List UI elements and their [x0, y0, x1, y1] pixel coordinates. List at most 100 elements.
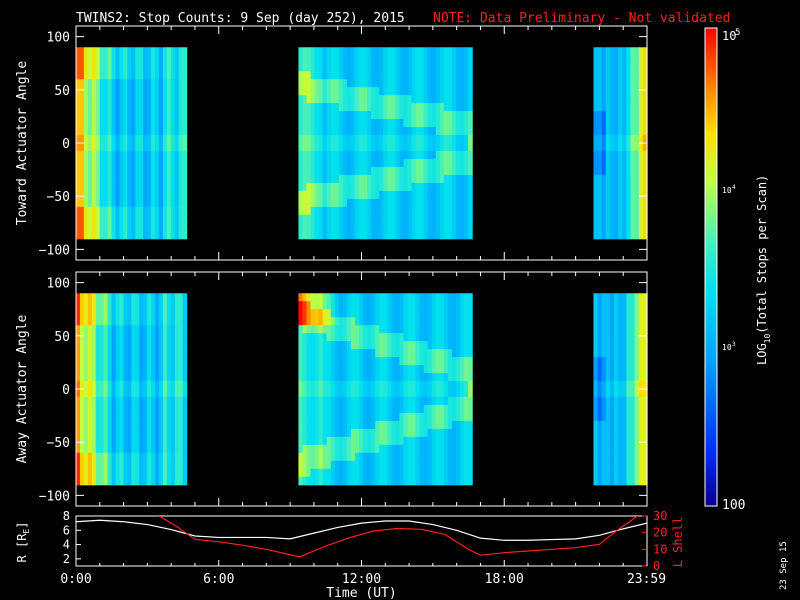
heatmap-cell: [306, 436, 312, 446]
heatmap-cell: [306, 55, 312, 64]
heatmap-cell: [158, 309, 164, 318]
heatmap-cell: [435, 143, 441, 152]
heatmap-cell: [391, 182, 396, 192]
heatmap-cell: [338, 389, 344, 398]
heatmap-cell: [298, 103, 304, 112]
heatmap-cell: [314, 301, 320, 310]
heatmap-cell: [123, 111, 128, 120]
heatmap-cell: [468, 373, 473, 382]
heatmap-cell: [618, 333, 623, 342]
heatmap-cell: [326, 158, 332, 168]
heatmap-cell: [375, 63, 380, 72]
heatmap-cell: [334, 365, 340, 374]
heatmap-cell: [447, 476, 453, 486]
heatmap-cell: [147, 143, 152, 152]
heatmap-cell: [166, 119, 172, 128]
heatmap-cell: [338, 79, 344, 88]
heatmap-cell: [91, 95, 97, 104]
heatmap-cell: [151, 135, 156, 144]
heatmap-cell: [350, 198, 356, 208]
heatmap-cell: [147, 198, 152, 208]
heatmap-cell: [622, 127, 628, 136]
heatmap-cell: [158, 63, 164, 72]
heatmap-cell: [379, 55, 384, 64]
heatmap-cell: [359, 55, 364, 64]
heatmap-cell: [383, 436, 388, 446]
heatmap-cell: [614, 55, 619, 64]
heatmap-cell: [135, 182, 140, 192]
heatmap-cell: [119, 214, 125, 224]
heatmap-cell: [79, 206, 85, 216]
heatmap-cell: [166, 47, 172, 56]
heatmap-cell: [605, 222, 611, 232]
heatmap-cell: [127, 460, 132, 470]
heatmap-cell: [79, 190, 85, 200]
heatmap-cell: [139, 182, 144, 192]
heatmap-cell: [151, 87, 156, 96]
heatmap-cell: [468, 143, 473, 152]
heatmap-cell: [158, 119, 164, 128]
heatmap-cell: [609, 79, 615, 88]
heatmap-cell: [158, 444, 164, 454]
heatmap-cell: [143, 111, 148, 120]
heatmap-cell: [174, 349, 180, 358]
heatmap-cell: [375, 428, 380, 438]
heatmap-cell: [123, 396, 128, 406]
heatmap-cell: [135, 412, 140, 422]
heatmap-cell: [342, 325, 348, 334]
heatmap-cell: [83, 349, 89, 358]
heatmap-cell: [147, 412, 152, 422]
heatmap-cell: [375, 341, 380, 350]
heatmap-cell: [147, 325, 152, 334]
heatmap-cell: [111, 55, 117, 64]
heatmap-cell: [306, 150, 312, 160]
heatmap-cell: [435, 341, 441, 350]
heatmap-block: [76, 47, 188, 240]
heatmap-cell: [338, 198, 344, 208]
heatmap-cell: [322, 389, 328, 398]
heatmap-cell: [371, 468, 376, 478]
heatmap-cell: [166, 396, 172, 406]
heatmap-cell: [601, 135, 607, 144]
heatmap-cell: [367, 174, 372, 184]
heatmap-cell: [638, 452, 644, 462]
heatmap-cell: [447, 230, 453, 240]
heatmap-cell: [76, 412, 81, 422]
heatmap-cell: [151, 119, 156, 128]
heatmap-cell: [330, 87, 336, 96]
heatmap-cell: [314, 325, 320, 334]
heatmap-cell: [460, 396, 465, 406]
heatmap-cell: [103, 174, 109, 184]
heatmap-cell: [182, 166, 188, 176]
heatmap-cell: [123, 412, 128, 422]
heatmap-cell: [460, 143, 465, 152]
heatmap-cell: [638, 230, 644, 240]
heatmap-cell: [326, 111, 332, 120]
heatmap-cell: [111, 396, 117, 406]
heatmap-cell: [107, 71, 113, 80]
heatmap-cell: [597, 182, 603, 192]
heatmap-cell: [103, 79, 109, 88]
heatmap-cell: [443, 198, 449, 208]
heatmap-cell: [314, 135, 320, 144]
heatmap-cell: [451, 150, 457, 160]
heatmap-cell: [147, 174, 152, 184]
heatmap-cell: [379, 47, 384, 56]
heatmap-cell: [115, 174, 121, 184]
heatmap-cell: [318, 333, 324, 342]
heatmap-cell: [435, 404, 441, 414]
heatmap-cell: [298, 230, 304, 240]
heatmap-cell: [346, 166, 352, 176]
heatmap-cell: [91, 182, 97, 192]
heatmap-cell: [622, 396, 628, 406]
heatmap-cell: [310, 230, 316, 240]
heatmap-cell: [350, 476, 356, 486]
heatmap-cell: [597, 55, 603, 64]
heatmap-cell: [334, 111, 340, 120]
heatmap-cell: [310, 166, 316, 176]
heatmap-cell: [119, 95, 125, 104]
heatmap-cell: [411, 341, 417, 350]
heatmap-cell: [605, 158, 611, 168]
heatmap-cell: [338, 460, 344, 470]
heatmap-cell: [371, 349, 376, 358]
